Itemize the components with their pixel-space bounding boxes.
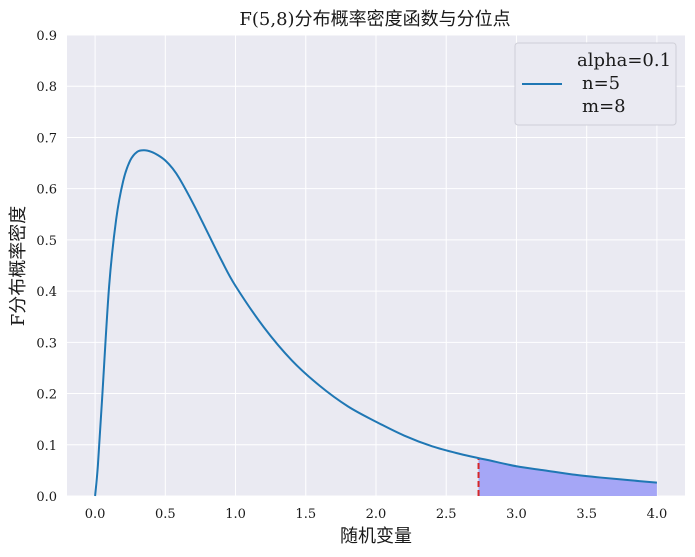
y-axis-ticks: 0.0 0.1 0.2 0.3 0.4 0.5 0.6 0.7 0.8 0.9 (36, 29, 57, 505)
y-axis-label: F分布概率密度 (8, 206, 29, 327)
chart-title: F(5,8)分布概率密度函数与分位点 (239, 9, 510, 30)
x-tick-label: 3.5 (576, 507, 597, 522)
legend-m: m=8 (582, 96, 626, 117)
pdf-line (94, 149, 657, 497)
x-tick-label: 2.5 (436, 507, 457, 522)
x-tick-label: 1.0 (225, 507, 246, 522)
x-tick-label: 0.5 (155, 507, 176, 522)
y-tick-label: 0.3 (36, 336, 57, 351)
y-tick-label: 0.6 (36, 183, 57, 198)
y-tick-label: 0.1 (36, 439, 57, 454)
y-tick-label: 0.0 (36, 490, 57, 505)
legend: alpha=0.1 n=5 m=8 (514, 42, 677, 126)
y-tick-label: 0.5 (36, 234, 57, 249)
y-tick-label: 0.7 (36, 131, 57, 146)
x-axis-ticks: 0.0 0.5 1.0 1.5 2.0 2.5 3.0 3.5 4.0 (85, 507, 668, 522)
x-axis-label: 随机变量 (340, 526, 412, 547)
legend-box (514, 42, 677, 126)
x-tick-label: 2.0 (366, 507, 387, 522)
y-tick-label: 0.2 (36, 388, 57, 403)
x-tick-label: 0.0 (85, 507, 106, 522)
x-tick-label: 4.0 (647, 507, 668, 522)
x-tick-label: 1.5 (295, 507, 316, 522)
y-tick-label: 0.9 (36, 29, 57, 44)
x-tick-label: 3.0 (506, 507, 527, 522)
legend-alpha: alpha=0.1 (577, 50, 671, 71)
y-tick-label: 0.4 (36, 285, 57, 300)
y-tick-label: 0.8 (36, 80, 57, 95)
legend-n: n=5 (582, 73, 620, 94)
